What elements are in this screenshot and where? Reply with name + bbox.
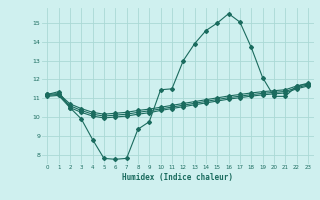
X-axis label: Humidex (Indice chaleur): Humidex (Indice chaleur) <box>122 173 233 182</box>
